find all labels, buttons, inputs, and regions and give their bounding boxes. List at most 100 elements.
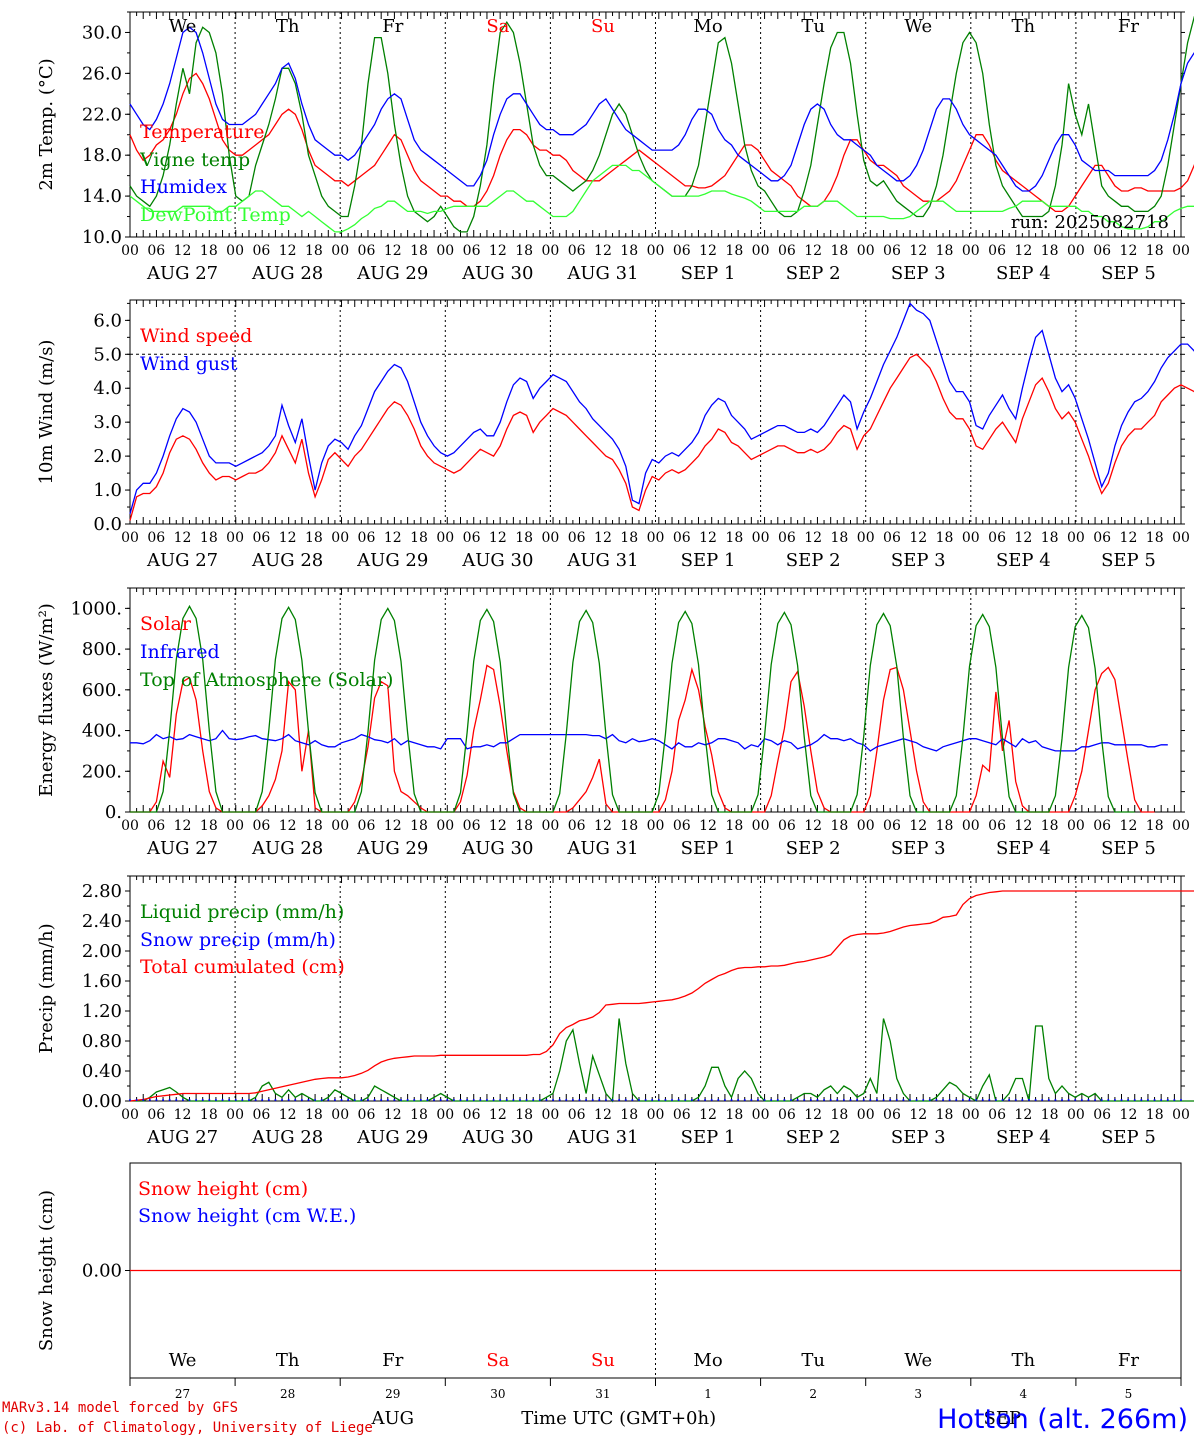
x-hour-label: 00 [1067, 1107, 1085, 1123]
x-hour-label: 18 [831, 243, 849, 259]
day-name-label: Su [591, 16, 615, 37]
x-hour-label: 18 [936, 243, 954, 259]
series-point-snow-precip [221, 1099, 224, 1101]
x-hour-label: 18 [305, 818, 323, 834]
x-hour-label: 18 [1041, 818, 1059, 834]
x-hour-label: 12 [384, 243, 402, 259]
series-point-snow-precip [499, 1099, 502, 1101]
x-hour-label: 18 [305, 243, 323, 259]
series-point-snow-precip [188, 1099, 191, 1101]
x-date-label: AUG 30 [461, 263, 533, 284]
x-hour-label: 06 [147, 243, 165, 259]
x-date-label: AUG 30 [461, 838, 533, 859]
x-hour-label: 00 [1172, 818, 1190, 834]
series-line-dewpoint-temp [129, 164, 1194, 233]
day-name-label: Fr [1118, 16, 1139, 37]
x-hour-label: 18 [620, 243, 638, 259]
series-point-snow-precip [552, 1099, 555, 1101]
legend-entry: Vigne temp [139, 149, 250, 171]
bottom-day-name: Sa [486, 1350, 509, 1371]
x-date-label: SEP 3 [891, 1127, 946, 1148]
series-point-snow-precip [129, 1099, 131, 1101]
series-point-snow-precip [704, 1099, 707, 1101]
series-point-snow-precip [254, 1099, 257, 1101]
x-hour-label: 12 [279, 1107, 297, 1123]
series-point-snow-precip [631, 1099, 634, 1101]
x-hour-label: 06 [252, 243, 270, 259]
series-point-snow-precip [717, 1099, 720, 1101]
series-point-snow-precip [148, 1099, 151, 1101]
bottom-day-name: Mo [693, 1350, 722, 1371]
series-point-snow-precip [1034, 1099, 1037, 1101]
x-date-label: SEP 2 [786, 550, 841, 571]
series-point-snow-precip [690, 1099, 693, 1101]
series-point-snow-precip [1094, 1099, 1097, 1101]
x-hour-label: 18 [620, 1107, 638, 1123]
series-point-snow-precip [426, 1099, 429, 1101]
series-point-snow-precip [882, 1099, 885, 1101]
series-point-snow-precip [928, 1099, 931, 1101]
series-point-snow-precip [961, 1099, 964, 1101]
x-hour-label: 12 [909, 243, 927, 259]
day-name-label: We [169, 16, 197, 37]
x-hour-label: 06 [883, 818, 901, 834]
x-hour-label: 12 [1120, 1107, 1138, 1123]
series-point-snow-precip [558, 1099, 561, 1101]
x-hour-label: 12 [594, 1107, 612, 1123]
x-date-label: AUG 31 [566, 1127, 638, 1148]
series-point-snow-precip [796, 1099, 799, 1101]
x-hour-label: 18 [1146, 530, 1164, 546]
series-point-snow-precip [168, 1099, 171, 1101]
x-hour-label: 12 [384, 530, 402, 546]
x-date-label: AUG 29 [356, 263, 428, 284]
series-point-snow-precip [829, 1099, 832, 1101]
day-name-label: Fr [382, 16, 403, 37]
x-hour-label: 12 [804, 243, 822, 259]
x-hour-label: 00 [962, 243, 980, 259]
series-line-wind-gust [129, 302, 1194, 514]
series-point-snow-precip [1113, 1099, 1116, 1101]
bottom-day-number: 29 [385, 1387, 400, 1401]
y-tick-label: 30.0 [82, 22, 122, 43]
x-hour-label: 00 [436, 243, 454, 259]
series-point-snow-precip [637, 1099, 640, 1101]
series-point-snow-precip [1140, 1099, 1143, 1101]
x-hour-label: 18 [200, 818, 218, 834]
series-point-snow-precip [1027, 1099, 1030, 1101]
x-hour-label: 00 [752, 1107, 770, 1123]
series-point-snow-precip [1133, 1099, 1136, 1101]
series-point-snow-precip [155, 1099, 158, 1101]
legend-entry: Snow height (cm W.E.) [138, 1205, 356, 1227]
bottom-day-name: We [169, 1350, 197, 1371]
series-point-snow-precip [386, 1099, 389, 1101]
bottom-day-name: Su [591, 1350, 615, 1371]
x-hour-label: 06 [883, 1107, 901, 1123]
x-date-label: SEP 1 [681, 1127, 736, 1148]
x-hour-label: 00 [1067, 243, 1085, 259]
x-date-label: SEP 3 [891, 263, 946, 284]
x-hour-label: 06 [988, 818, 1006, 834]
x-hour-label: 06 [778, 243, 796, 259]
series-point-snow-precip [320, 1099, 323, 1101]
series-point-snow-precip [651, 1099, 654, 1101]
bottom-axis: We 27 Th 28 Fr 29 Sa 30 Su 31 Mo 1 Tu 2 We 3 Th 4 Fr 5 AUG SE… [129, 1350, 1188, 1435]
x-hour-label: 06 [673, 1107, 691, 1123]
series-line-vigne-temp [129, 15, 1194, 233]
series-point-snow-precip [479, 1099, 482, 1101]
x-date-label: AUG 28 [251, 263, 323, 284]
series-point-snow-precip [214, 1099, 217, 1101]
panel-2: 0.0 1.0 2.0 3.0 4.0 5.0 6.0 10m Wind (m/s) 00 06 1… [36, 299, 1194, 571]
series-point-snow-precip [803, 1099, 806, 1101]
x-hour-label: 18 [831, 1107, 849, 1123]
x-hour-label: 06 [988, 530, 1006, 546]
x-hour-label: 18 [200, 530, 218, 546]
x-hour-label: 18 [410, 1107, 428, 1123]
x-date-label: AUG 31 [566, 263, 638, 284]
x-hour-label: 06 [568, 530, 586, 546]
y-tick-label: 3.0 [93, 412, 122, 433]
series-point-snow-precip [710, 1099, 713, 1101]
x-hour-label: 12 [1014, 1107, 1032, 1123]
x-hour-label: 06 [568, 243, 586, 259]
y-tick-label: 1.60 [82, 971, 122, 992]
